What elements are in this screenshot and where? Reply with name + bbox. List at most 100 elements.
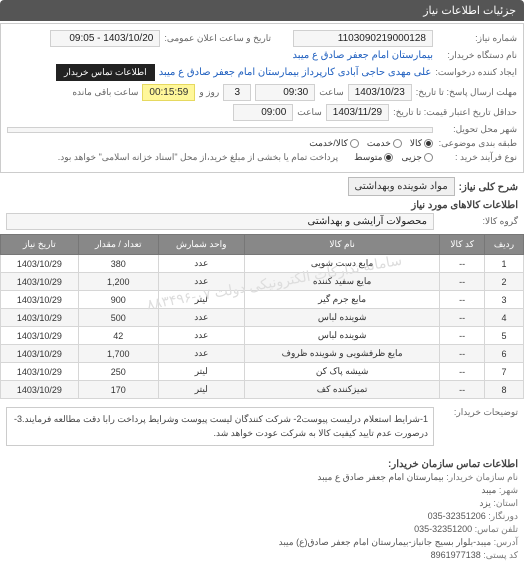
table-cell: 42 [78, 327, 158, 345]
row-need-title: شرح کلی نیاز: مواد شوینده وبهداشتی [0, 177, 524, 196]
buy-type-radio-label: جزیی [401, 152, 422, 163]
table-cell: مایع ظرفشویی و شوینده ظروف [244, 345, 440, 363]
reply-time-label: ساعت [319, 87, 344, 98]
table-cell: تمیزکننده کف [244, 381, 440, 399]
buyer-org-link[interactable]: بیمارستان امام جعفر صادق ع میبد [293, 50, 433, 61]
buy-type-radio-icon [424, 153, 433, 162]
remain-suffix: ساعت باقی مانده [72, 87, 138, 98]
need-no-label: شماره نیاز: [437, 33, 517, 44]
footer-fax-label: دورنگار: [488, 511, 518, 521]
classify-option-0[interactable]: کالا [410, 138, 433, 149]
classify-label: طبقه بندی موضوعی: [437, 138, 517, 149]
buy-type-option-1[interactable]: متوسط [354, 152, 393, 163]
table-row: 1--مایع دست شوییعدد3801403/10/29 [1, 255, 524, 273]
footer-address: میبد-بلوار بسیج جانباز-بیمارستان امام جع… [279, 537, 492, 547]
reply-deadline-label: مهلت ارسال پاسخ: تا تاریخ: [416, 87, 517, 98]
table-cell: لیتر [158, 291, 244, 309]
table-header-cell: تعداد / مقدار [78, 235, 158, 255]
footer-post: 8961977138 [431, 550, 481, 560]
table-row: 6--مایع ظرفشویی و شوینده ظروفعدد1,700140… [1, 345, 524, 363]
buyer-contact-button[interactable]: اطلاعات تماس خریدار [56, 64, 155, 81]
table-cell: 1403/10/29 [1, 327, 79, 345]
table-cell: لیتر [158, 363, 244, 381]
table-row: 5--شوینده لباسعدد421403/10/29 [1, 327, 524, 345]
footer-city: میبد [481, 485, 496, 495]
table-cell: عدد [158, 309, 244, 327]
need-title-value: مواد شوینده وبهداشتی [348, 177, 455, 196]
panel-header: جزئیات اطلاعات نیاز [0, 0, 524, 21]
remain-days: 3 [223, 84, 251, 101]
footer-province-label: استان: [493, 498, 518, 508]
table-cell: -- [440, 309, 485, 327]
table-cell: عدد [158, 345, 244, 363]
panel-title: جزئیات اطلاعات نیاز [423, 5, 516, 17]
footer-fax: 32351206-035 [428, 511, 486, 521]
table-header-cell: تاریخ نیاز [1, 235, 79, 255]
table-row: 7--شیشه پاک کنلیتر2501403/10/29 [1, 363, 524, 381]
table-cell: 1403/10/29 [1, 363, 79, 381]
table-cell: 1403/10/29 [1, 255, 79, 273]
table-cell: -- [440, 345, 485, 363]
footer-org: بیمارستان امام جعفر صادق ع میبد [317, 472, 443, 482]
table-area: سامانه تدارکات الکترونیکی دولت ۰۷-۸۸۳۴۹۶… [0, 234, 524, 399]
table-cell: شوینده لباس [244, 327, 440, 345]
announce-label: تاریخ و ساعت اعلان عمومی: [164, 33, 271, 44]
main-form: شماره نیاز: 1103090219000128 تاریخ و ساع… [0, 23, 524, 173]
notes-text: 1-شرایط استعلام درلیست پیوست2- شرکت کنند… [6, 407, 434, 446]
footer-post-label: کد پستی: [483, 550, 518, 560]
table-cell: شیشه پاک کن [244, 363, 440, 381]
table-cell: مایع دست شویی [244, 255, 440, 273]
footer-city-label: شهر: [499, 485, 518, 495]
table-cell: 1403/10/29 [1, 273, 79, 291]
table-cell: 1403/10/29 [1, 291, 79, 309]
table-header-cell: واحد شمارش [158, 235, 244, 255]
table-cell: 7 [484, 363, 523, 381]
footer-title: اطلاعات تماس سازمان خریدار: [6, 459, 518, 470]
price-valid-date: 1403/11/29 [326, 104, 389, 121]
table-cell: 6 [484, 345, 523, 363]
city-value [7, 127, 433, 133]
table-cell: -- [440, 327, 485, 345]
row-creator: ایجاد کننده درخواست: علی مهدی حاجی آبادی… [7, 64, 517, 81]
row-price-valid: حداقل تاریخ اعتبار قیمت: تا تاریخ: 1403/… [7, 104, 517, 121]
table-cell: -- [440, 273, 485, 291]
table-cell: 1,200 [78, 273, 158, 291]
table-cell: 8 [484, 381, 523, 399]
table-cell: 380 [78, 255, 158, 273]
footer-info: اطلاعات تماس سازمان خریدار: نام سازمان خ… [0, 449, 524, 569]
table-cell: 3 [484, 291, 523, 309]
buy-type-option-0[interactable]: جزیی [401, 152, 433, 163]
table-cell: عدد [158, 327, 244, 345]
table-header-cell: ردیف [484, 235, 523, 255]
goods-info-title: اطلاعات کالاهای مورد نیاز [0, 200, 524, 211]
classify-option-2[interactable]: کالا/خدمت [309, 138, 359, 149]
price-valid-time: 09:00 [233, 104, 293, 121]
row-notes: توضیحات خریدار: 1-شرایط استعلام درلیست پ… [0, 403, 524, 446]
table-cell: 1 [484, 255, 523, 273]
classify-radio-icon [393, 139, 402, 148]
creator-link[interactable]: علی مهدی حاجی آبادی کارپرداز بیمارستان ا… [159, 67, 432, 78]
table-cell: مایع سفید کننده [244, 273, 440, 291]
classify-radio-icon [424, 139, 433, 148]
table-cell: 900 [78, 291, 158, 309]
table-cell: 500 [78, 309, 158, 327]
table-cell: 1403/10/29 [1, 381, 79, 399]
announce-value: 1403/10/20 - 09:05 [50, 30, 160, 47]
buy-type-radio-icon [384, 153, 393, 162]
footer-org-label: نام سازمان خریدار: [446, 472, 518, 482]
buy-type-label: نوع فرآیند خرید : [437, 152, 517, 163]
table-row: 2--مایع سفید کنندهعدد1,2001403/10/29 [1, 273, 524, 291]
table-cell: -- [440, 291, 485, 309]
table-header-cell: کد کالا [440, 235, 485, 255]
table-cell: عدد [158, 273, 244, 291]
footer-phone: 32351200-035 [414, 524, 472, 534]
table-cell: 250 [78, 363, 158, 381]
table-cell: 1,700 [78, 345, 158, 363]
goods-table: ردیفکد کالانام کالاواحد شمارشتعداد / مقد… [0, 234, 524, 399]
need-no-value: 1103090219000128 [293, 30, 433, 47]
classify-radio-label: خدمت [367, 138, 391, 149]
classify-option-1[interactable]: خدمت [367, 138, 402, 149]
buy-type-radio-label: متوسط [354, 152, 382, 163]
classify-radio-label: کالا [410, 138, 422, 149]
footer-province: یزد [479, 498, 490, 508]
